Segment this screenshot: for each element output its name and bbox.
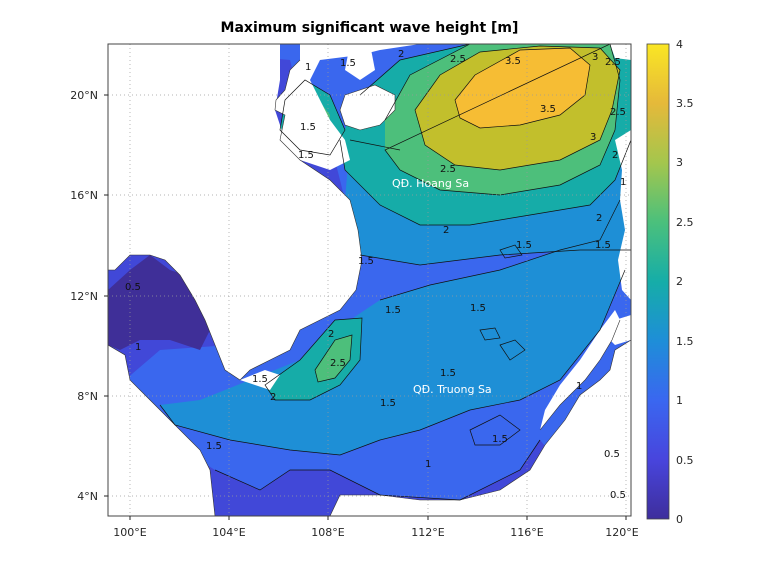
lon-tick-labels: 100°E 104°E 108°E 112°E 116°E 120°E [113, 526, 638, 539]
wave-band-2.5-3-south [315, 335, 352, 382]
lon-tick-label: 100°E [113, 526, 146, 539]
contour-label: 0.5 [610, 490, 626, 501]
wave-band-3.5-4 [455, 48, 590, 128]
contour-label: 1 [305, 62, 311, 73]
contour-labels: 3.5 3 3.5 2.5 2 2.5 3 2.5 2 1.5 1.5 1 1.… [125, 49, 626, 501]
place-label-hoang-sa: QĐ. Hoang Sa [392, 177, 469, 190]
lat-tick-label: 16°N [70, 189, 98, 202]
colorbar-tick-label: 3.5 [676, 97, 694, 110]
contour-label: 2 [328, 329, 334, 340]
lat-tick-label: 8°N [77, 390, 98, 403]
contour-label: 2.5 [450, 54, 466, 65]
wave-band-1.5-2 [160, 44, 631, 455]
colorbar [646, 43, 670, 520]
coastlines [108, 59, 631, 516]
contour-label: 3.5 [505, 56, 521, 67]
contour-label: 0.5 [604, 449, 620, 460]
colorbar-tick-label: 2.5 [676, 216, 694, 229]
contour-label: 1.5 [470, 303, 486, 314]
contour-label: 1.5 [516, 240, 532, 251]
colorbar-tick-label: 1 [676, 394, 683, 407]
lon-tick-label: 116°E [510, 526, 543, 539]
contour-label: 2.5 [440, 164, 456, 175]
lon-tick-label: 104°E [212, 526, 245, 539]
contour-label: 1.5 [340, 58, 356, 69]
contour-label: 2 [612, 150, 618, 161]
plot-frame [107, 43, 632, 517]
contour-label: 2 [596, 213, 602, 224]
contour-label: 2.5 [605, 57, 621, 68]
lat-tick-label: 4°N [77, 490, 98, 503]
contour-label: 1.5 [380, 398, 396, 409]
lat-tick-label: 20°N [70, 89, 98, 102]
colorbar-tick-label: 0.5 [676, 454, 694, 467]
contour-label: 1.5 [492, 434, 508, 445]
land [108, 44, 631, 516]
contour-label: 1.5 [206, 441, 222, 452]
contour-label: 2.5 [610, 107, 626, 118]
axis-ticks [104, 94, 627, 520]
lat-tick-label: 12°N [70, 290, 98, 303]
contour-label: 1.5 [300, 122, 316, 133]
contour-label: 1.5 [358, 256, 374, 267]
contour-label: 3 [590, 132, 596, 143]
wave-band-2-2.5-south [265, 318, 362, 400]
contour-label: 1.5 [385, 305, 401, 316]
place-label-truong-sa: QĐ. Truong Sa [413, 383, 492, 396]
contour-label: 0.5 [125, 282, 141, 293]
colorbar-tick-label: 1.5 [676, 335, 694, 348]
colorbar-tick-label: 4 [676, 38, 683, 51]
lon-tick-label: 108°E [311, 526, 344, 539]
contour-label: 1 [135, 342, 141, 353]
graticule [108, 44, 631, 516]
lat-tick-labels: 4°N 8°N 12°N 16°N 20°N [70, 89, 98, 503]
contour-label: 3 [592, 52, 598, 63]
lon-tick-label: 120°E [605, 526, 638, 539]
contour-label: 3.5 [540, 104, 556, 115]
contour-label: 1 [576, 381, 582, 392]
contour-label: 2 [270, 392, 276, 403]
contour-label: 1 [620, 177, 626, 188]
contour-label: 2 [443, 225, 449, 236]
contour-label: 1.5 [440, 368, 456, 379]
contour-label: 1.5 [252, 374, 268, 385]
colorbar-tick-label: 2 [676, 275, 683, 288]
colorbar-tick-labels: 0 0.5 1 1.5 2 2.5 3 3.5 4 [676, 38, 694, 526]
map-title: Maximum significant wave height [m] [220, 20, 519, 36]
contour-label: 2.5 [330, 358, 346, 369]
colorbar-tick-label: 3 [676, 156, 683, 169]
contour-label: 1.5 [595, 240, 611, 251]
map-plot-area: 3.5 3 3.5 2.5 2 2.5 3 2.5 2 1.5 1.5 1 1.… [108, 44, 631, 516]
contour-label: 1.5 [298, 150, 314, 161]
colorbar-tick-label: 0 [676, 513, 683, 526]
contour-label: 1 [425, 459, 431, 470]
lon-tick-label: 112°E [411, 526, 444, 539]
contour-label: 2 [398, 49, 404, 60]
